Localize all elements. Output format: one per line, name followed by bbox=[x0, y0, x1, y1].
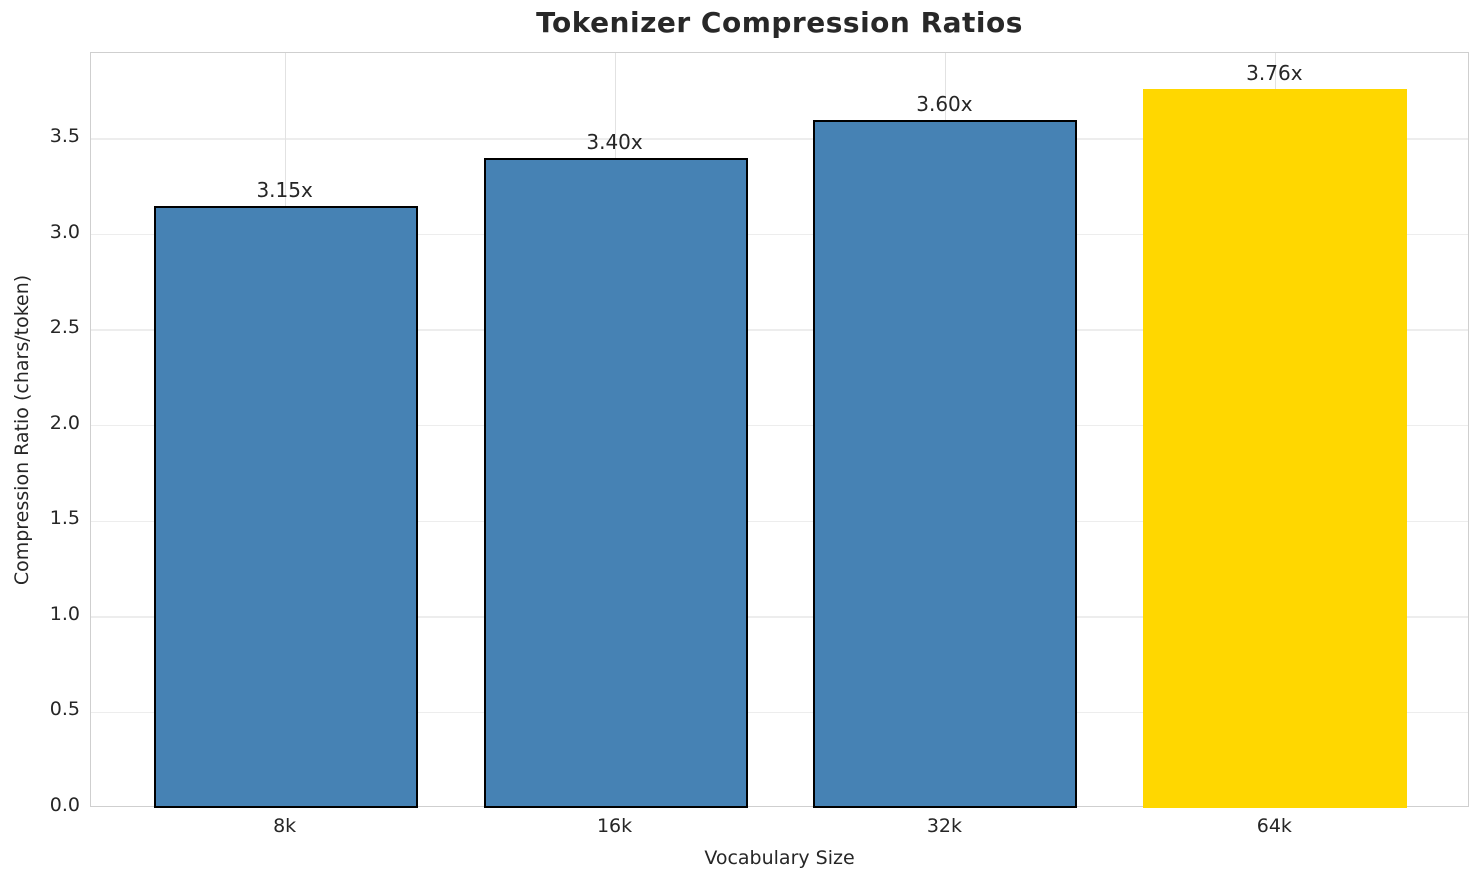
bar bbox=[813, 119, 1078, 808]
y-tick-label: 2.5 bbox=[49, 316, 80, 339]
bar-value-label: 3.40x bbox=[586, 130, 643, 155]
y-tick-label: 0.5 bbox=[49, 698, 80, 721]
y-tick-label: 3.5 bbox=[49, 125, 80, 147]
x-axis-label: Vocabulary Size bbox=[704, 847, 855, 869]
x-tick-label: 32k bbox=[926, 815, 963, 837]
gridline-horizontal bbox=[91, 329, 1468, 331]
bar-value-label: 3.15x bbox=[256, 177, 313, 202]
bar bbox=[153, 205, 418, 808]
gridline-horizontal bbox=[91, 616, 1468, 618]
y-tick-label: 2.0 bbox=[49, 411, 80, 434]
gridline-horizontal bbox=[91, 520, 1468, 523]
x-tick-label: 8k bbox=[273, 815, 297, 837]
x-tick-label: 16k bbox=[596, 815, 633, 837]
y-tick-label: 1.0 bbox=[49, 602, 80, 625]
bar bbox=[483, 158, 748, 808]
gridline-horizontal bbox=[91, 711, 1468, 714]
plot-area bbox=[90, 52, 1469, 808]
gridline-horizontal bbox=[91, 424, 1468, 427]
y-tick-label: 3.0 bbox=[49, 220, 80, 243]
y-tick-label: 1.5 bbox=[49, 507, 80, 530]
y-tick-label: 0.0 bbox=[49, 794, 80, 816]
y-axis-label: Compression Ratio (chars/token) bbox=[11, 274, 33, 586]
gridline-horizontal bbox=[91, 233, 1468, 236]
bar-highlighted bbox=[1143, 89, 1408, 808]
gridline-horizontal bbox=[91, 138, 1468, 140]
bar-value-label: 3.60x bbox=[916, 91, 973, 116]
bar-value-label: 3.76x bbox=[1246, 61, 1303, 86]
x-tick-label: 64k bbox=[1256, 815, 1292, 837]
chart-title: Tokenizer Compression Ratios bbox=[536, 6, 1023, 39]
